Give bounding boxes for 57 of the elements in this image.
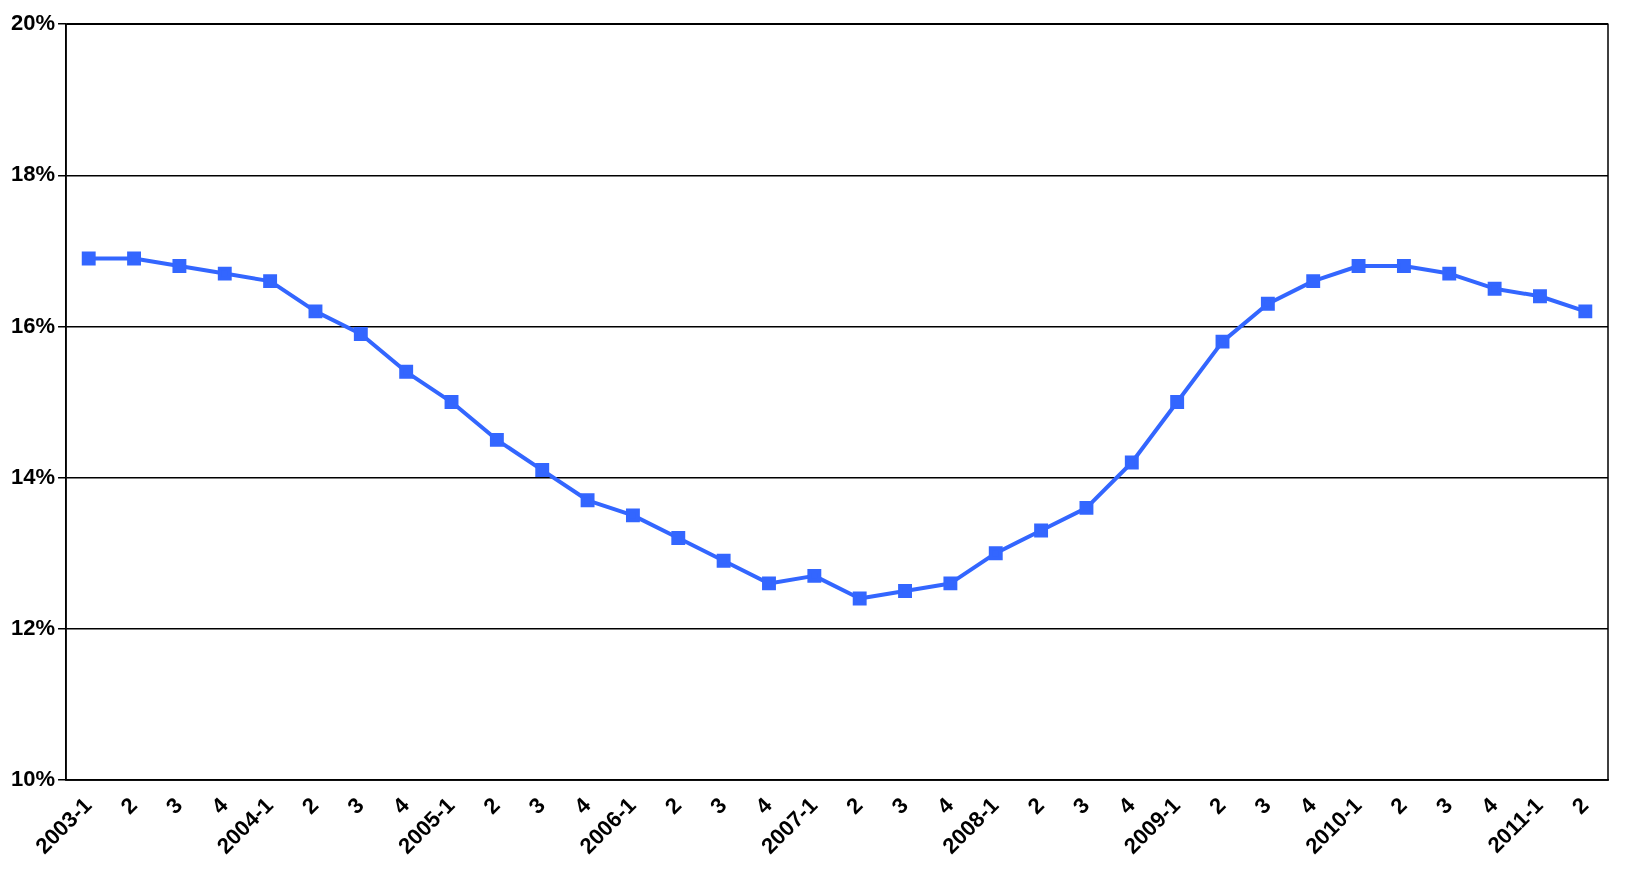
x-tick-label: 3 [1067, 792, 1095, 819]
point [263, 274, 278, 289]
point [852, 591, 867, 606]
point [308, 304, 323, 319]
y-tick-label: 20% [10, 10, 56, 36]
x-tick-label: 3 [886, 792, 913, 819]
point [1487, 281, 1502, 296]
point [580, 493, 595, 508]
point [988, 546, 1003, 561]
x-tick-label: 3 [160, 792, 188, 819]
x-tick-label: 3 [523, 792, 551, 819]
x-tick-label: 2 [1022, 792, 1049, 819]
point [943, 576, 958, 591]
point [172, 259, 187, 273]
point [1306, 274, 1321, 289]
y-tick-label: 12% [10, 614, 56, 640]
point [399, 364, 414, 379]
x-tick-label: 3 [705, 792, 732, 819]
point [1034, 523, 1049, 538]
x-tick-label: 3 [1249, 792, 1276, 819]
point [762, 576, 776, 591]
point [898, 584, 912, 598]
y-tick-label: 18% [10, 161, 56, 187]
point [127, 251, 142, 266]
x-tick-label: 3 [1430, 792, 1458, 819]
point [1170, 395, 1185, 409]
point [444, 395, 459, 409]
point [625, 508, 640, 523]
x-tick-label: 2 [1203, 792, 1231, 819]
x-tick-label: 2 [841, 792, 868, 819]
point [217, 266, 232, 281]
point [1215, 334, 1230, 349]
x-tick-label: 2 [478, 792, 505, 819]
point [1396, 259, 1411, 273]
x-tick-label: 2 [1385, 792, 1412, 819]
point [1533, 289, 1547, 304]
point [1124, 455, 1139, 470]
x-tick-label: 2 [1566, 792, 1594, 819]
point [1351, 259, 1366, 273]
point [489, 432, 504, 447]
y-tick-label: 14% [10, 463, 56, 489]
x-tick-label: 2 [296, 792, 324, 819]
point [1442, 266, 1457, 281]
point [807, 568, 822, 583]
y-tick-label: 16% [10, 312, 56, 338]
x-tick-label: 2 [115, 792, 142, 819]
x-tick-label: 3 [342, 792, 369, 819]
y-tick-label: 10% [10, 765, 56, 791]
point [716, 553, 731, 568]
point [81, 251, 96, 266]
point [1578, 304, 1593, 319]
x-tick-label: 2 [659, 792, 687, 819]
point [535, 463, 550, 478]
point [1079, 500, 1094, 515]
point [1260, 296, 1275, 311]
point [353, 327, 368, 341]
point [671, 531, 686, 546]
